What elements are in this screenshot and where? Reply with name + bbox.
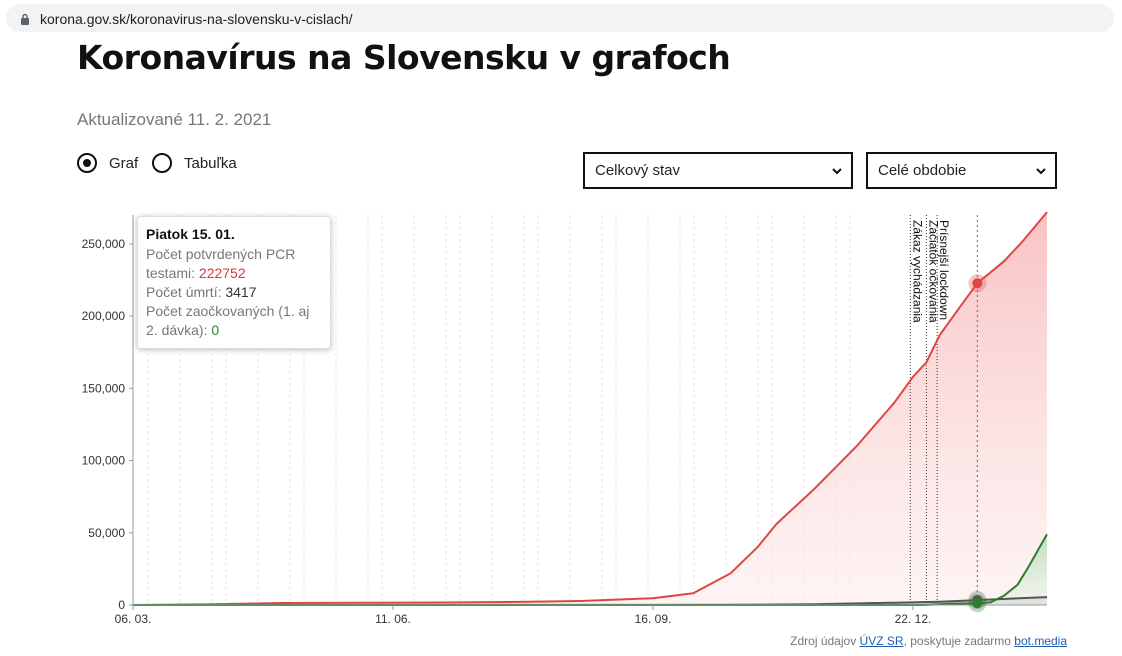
tooltip-pcr: Počet potvrdených PCR testami: 222752 bbox=[146, 245, 322, 283]
covid-chart[interactable]: Zákaz vychádzania Začiatok očkovaniaPrísn… bbox=[0, 200, 1122, 632]
y-tick-label: 100,000 bbox=[82, 454, 126, 468]
period-select[interactable]: Celé obdobie bbox=[866, 152, 1057, 189]
tooltip-title: Piatok 15. 01. bbox=[146, 226, 235, 242]
y-tick-label: 250,000 bbox=[82, 237, 126, 251]
uvz-link[interactable]: ÚVZ SR bbox=[859, 634, 904, 648]
marker-dot-pcr bbox=[972, 278, 983, 289]
y-tick-label: 0 bbox=[118, 598, 125, 612]
url-text: korona.gov.sk/koronavirus-na-slovensku-v… bbox=[40, 11, 353, 27]
period-select-value: Celé obdobie bbox=[878, 162, 967, 179]
tooltip-pcr-value: 222752 bbox=[198, 265, 246, 281]
series-line-pcr bbox=[132, 211, 1048, 606]
annotation-label: Prísnejší lockdown bbox=[937, 220, 951, 320]
chart-tooltip: Piatok 15. 01. Počet potvrdených PCR tes… bbox=[137, 216, 331, 349]
source-middle: , poskytuje zadarmo bbox=[903, 634, 1011, 648]
bot-media-link[interactable]: bot.media bbox=[1014, 634, 1067, 648]
tooltip-vacc-value: 0 bbox=[211, 322, 220, 338]
chevron-down-icon bbox=[832, 168, 842, 175]
view-graf-radio[interactable]: Graf bbox=[77, 150, 138, 176]
series-area-pcr bbox=[133, 212, 1047, 605]
y-tick-label: 200,000 bbox=[82, 309, 126, 323]
tooltip-pcr-label: Počet potvrdených PCR testami: bbox=[146, 246, 296, 281]
source-prefix: Zdroj údajov bbox=[790, 634, 857, 648]
y-tick-label: 150,000 bbox=[82, 381, 126, 395]
x-tick-label: 16. 09. bbox=[635, 612, 672, 626]
data-source: Zdroj údajov ÚVZ SR, poskytuje zadarmo b… bbox=[790, 634, 1067, 648]
chart-annotations: Zákaz vychádzania Začiatok očkovaniaPrísn… bbox=[909, 215, 951, 605]
address-bar[interactable]: korona.gov.sk/koronavirus-na-slovensku-v… bbox=[6, 4, 1114, 32]
chevron-down-icon bbox=[1036, 168, 1046, 175]
updated-date: Aktualizované 11. 2. 2021 bbox=[77, 110, 272, 129]
highlight-markers bbox=[968, 215, 987, 613]
x-tick-label: 11. 06. bbox=[375, 612, 411, 626]
page-title: Koronavírus na Slovensku v grafoch bbox=[77, 38, 731, 77]
metric-select[interactable]: Celkový stav bbox=[583, 152, 853, 189]
tooltip-vacc-label: Počet zaočkovaných (1. aj 2. dávka): bbox=[146, 303, 310, 338]
radio-selected-icon[interactable] bbox=[77, 153, 97, 173]
lock-icon bbox=[21, 13, 29, 25]
x-axis: 06. 03. 11. 06. 16. 09. 22. 12. bbox=[115, 604, 1047, 626]
view-tabulka-radio[interactable]: Tabuľka bbox=[152, 150, 237, 176]
y-axis: 0 50,000 100,000 150,000 200,000 250,000 bbox=[82, 215, 134, 612]
browser-url-bar: korona.gov.sk/koronavirus-na-slovensku-v… bbox=[0, 0, 1122, 36]
tooltip-deaths-value: 3417 bbox=[225, 284, 257, 300]
metric-select-value: Celkový stav bbox=[595, 162, 681, 179]
tooltip-vacc: Počet zaočkovaných (1. aj 2. dávka): 0 bbox=[146, 302, 322, 340]
marker-dot-vaccinated bbox=[972, 598, 983, 609]
annotation-label: Zákaz vychádzania bbox=[910, 220, 924, 323]
y-tick-label: 50,000 bbox=[88, 526, 125, 540]
radio-unselected-icon[interactable] bbox=[152, 153, 172, 173]
x-tick-label: 22. 12. bbox=[895, 612, 932, 626]
view-tabulka-label: Tabuľka bbox=[184, 154, 237, 172]
x-tick-label: 06. 03. bbox=[115, 612, 152, 626]
tooltip-deaths: Počet úmrtí: 3417 bbox=[146, 283, 322, 302]
tooltip-deaths-label: Počet úmrtí: bbox=[146, 284, 222, 300]
view-graf-label: Graf bbox=[109, 154, 139, 172]
